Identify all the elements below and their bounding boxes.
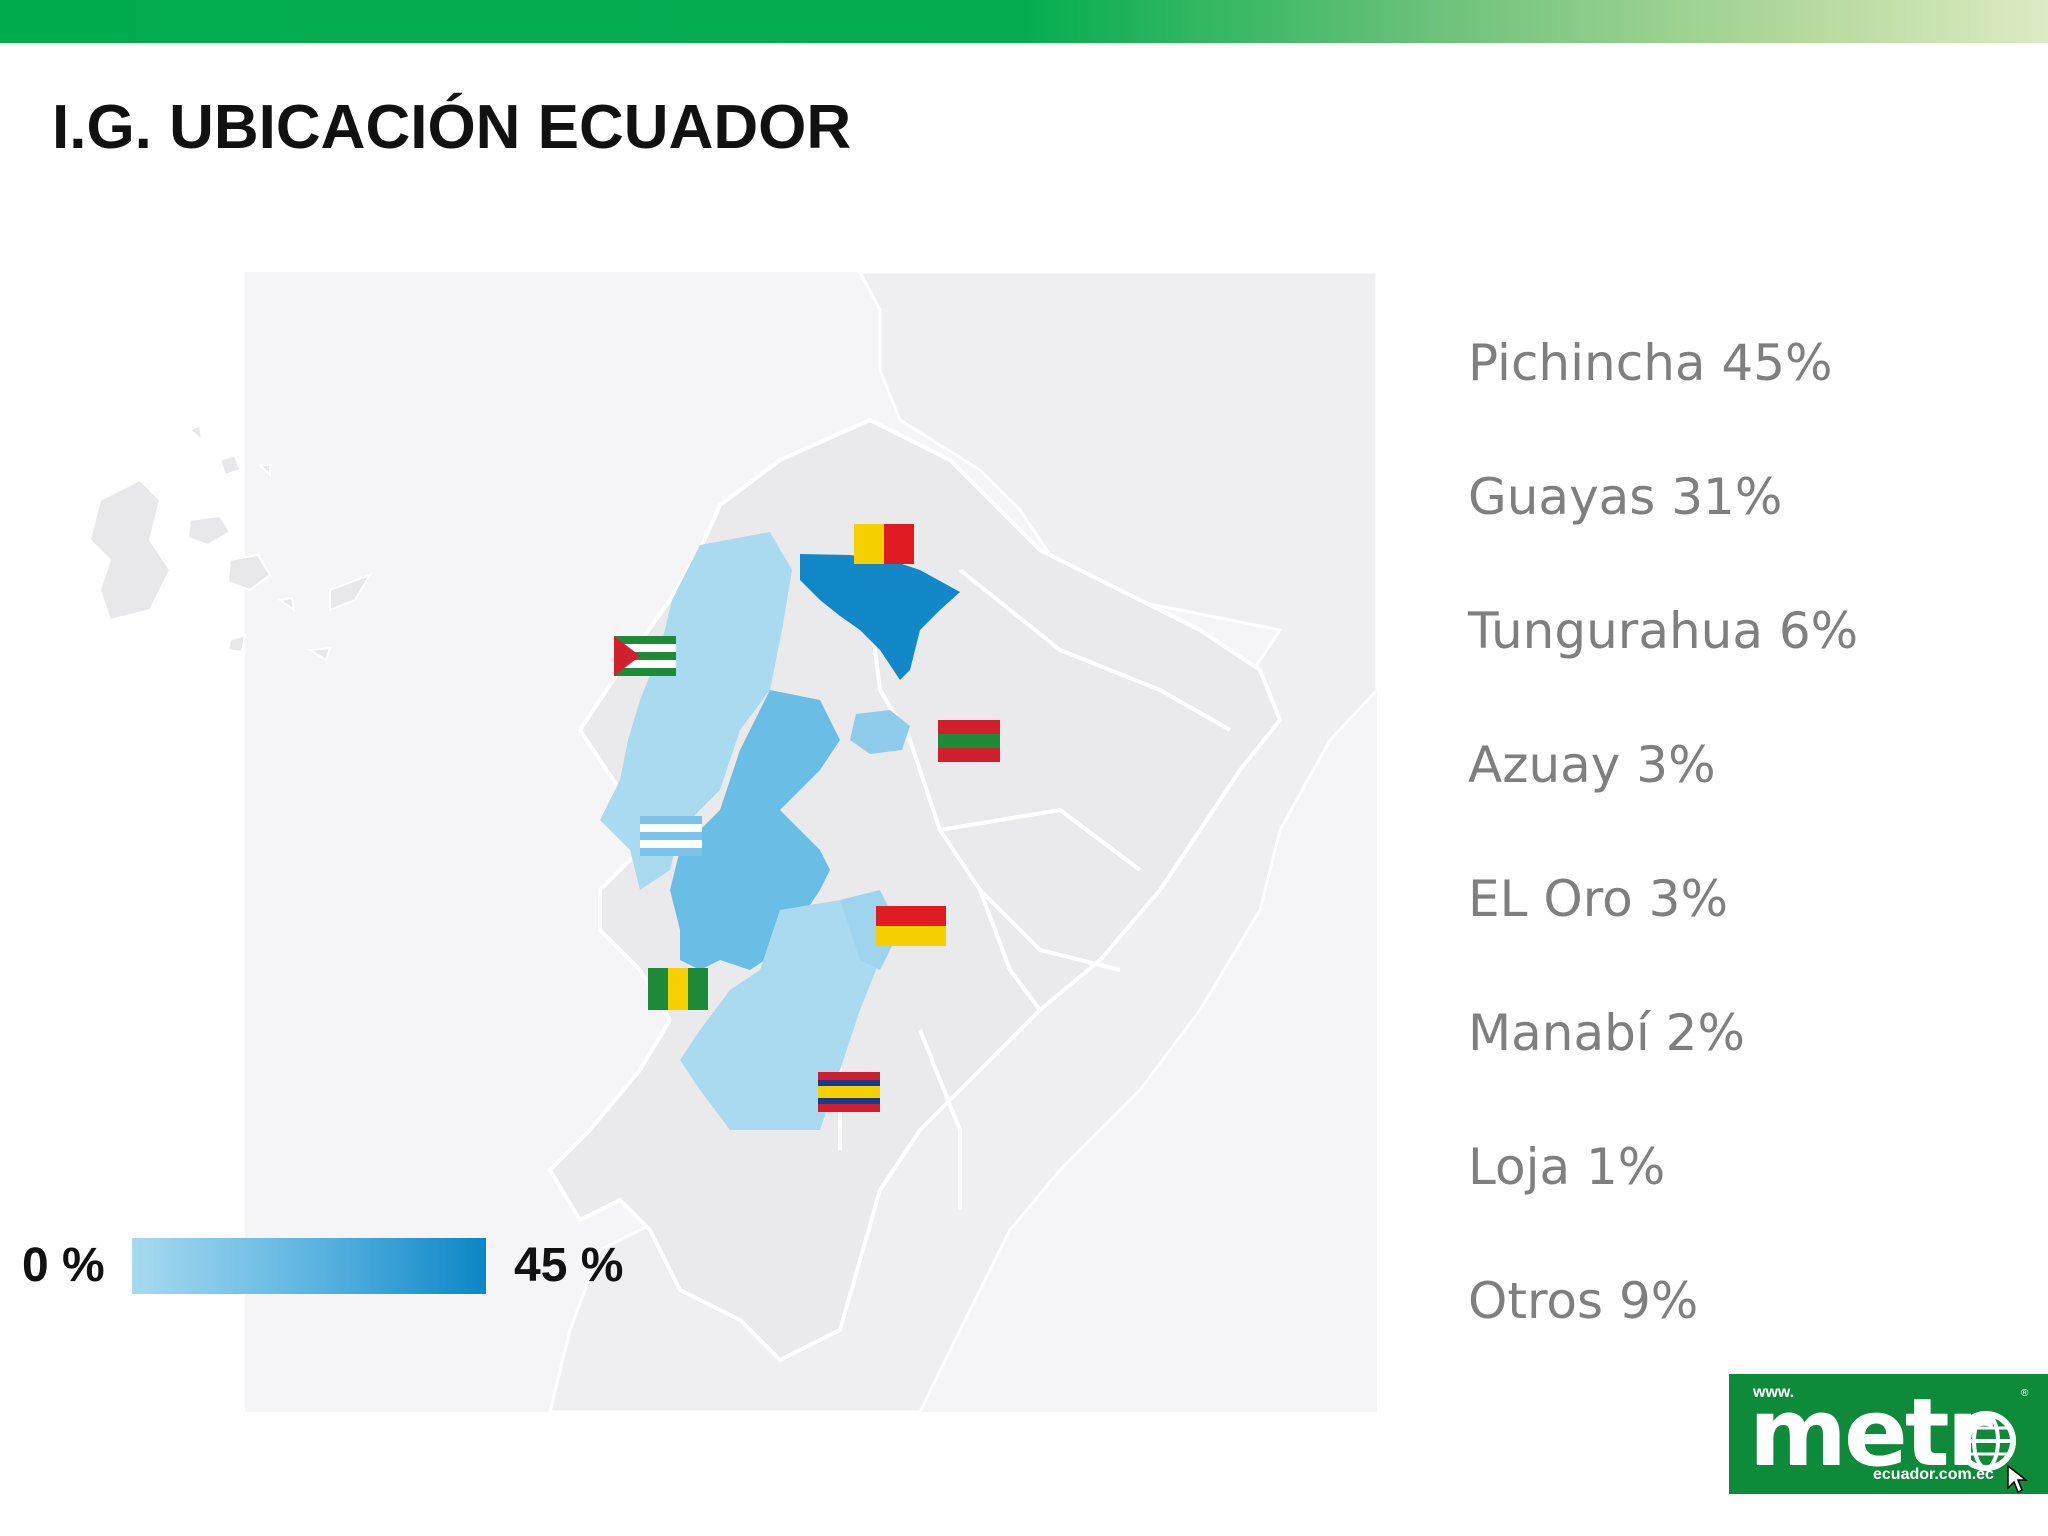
- stat-item: Azuay 3%: [1468, 736, 1716, 794]
- stat-item: Loja 1%: [1468, 1138, 1666, 1196]
- province-pichincha: [800, 554, 960, 680]
- flag-el-oro: [648, 968, 708, 1010]
- ecuador-map: [80, 270, 1380, 1412]
- stat-item: Otros 9%: [1468, 1272, 1699, 1330]
- flag-tungurahua: [938, 720, 1000, 762]
- flag-manabi: [614, 636, 676, 676]
- stat-item: Pichincha 45%: [1468, 334, 1833, 392]
- galapagos-islands: [88, 423, 373, 662]
- province-manabi: [600, 532, 792, 890]
- stat-item: EL Oro 3%: [1468, 870, 1728, 928]
- top-accent-bar: [0, 0, 2048, 43]
- logo-suffix: ecuador.com.ec: [1873, 1466, 1994, 1483]
- stat-item: Tungurahua 6%: [1468, 602, 1859, 660]
- logo-registered-mark: ®: [2021, 1388, 2029, 1399]
- page-title: I.G. UBICACIÓN ECUADOR: [52, 93, 852, 162]
- scale-max-label: 45 %: [514, 1239, 624, 1292]
- mouse-cursor-icon: [2007, 1464, 2028, 1494]
- flag-azuay: [876, 906, 946, 946]
- metro-logo[interactable]: www. metr ecuador.com.ec ®: [1729, 1374, 2048, 1494]
- province-tungurahua: [850, 710, 910, 754]
- stat-item: Guayas 31%: [1468, 468, 1783, 526]
- scale-min-label: 0 %: [22, 1239, 105, 1292]
- scale-gradient-bar: [132, 1238, 486, 1294]
- logo-prefix: www.: [1753, 1384, 1795, 1401]
- flag-loja: [818, 1072, 880, 1112]
- globe-icon: [1956, 1411, 2016, 1471]
- province-guayas: [670, 690, 840, 970]
- flag-guayas: [640, 816, 702, 856]
- flag-pichincha: [854, 524, 914, 564]
- logo-word: metr: [1749, 1379, 1993, 1488]
- stat-item: Manabí 2%: [1468, 1004, 1745, 1062]
